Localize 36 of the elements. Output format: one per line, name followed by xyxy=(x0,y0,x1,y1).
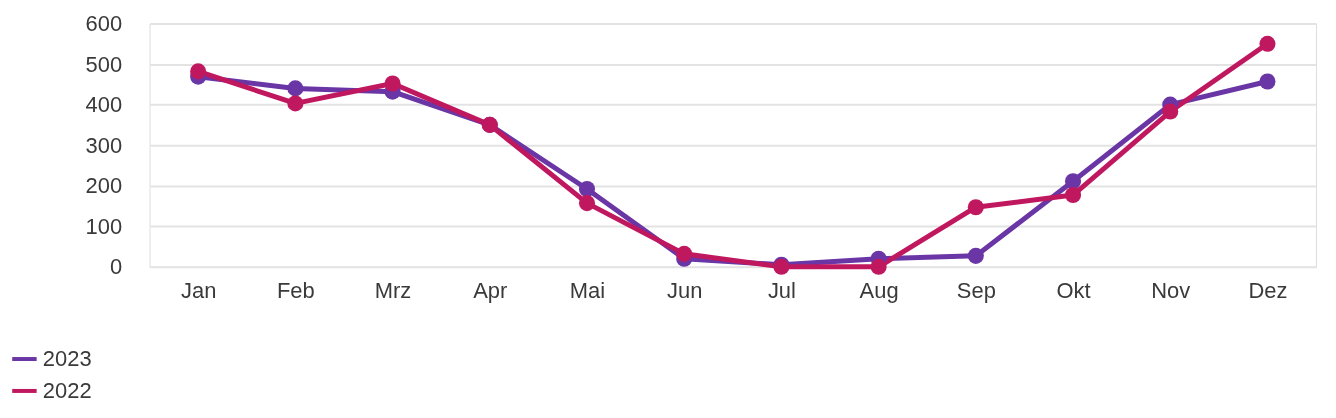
y-tick-label: 500 xyxy=(85,51,123,77)
x-tick-label: Jul xyxy=(767,278,796,304)
y-tick-label: 400 xyxy=(85,92,123,118)
y-tick-label: 300 xyxy=(85,132,123,158)
x-tick-label: Feb xyxy=(276,278,315,304)
point xyxy=(1065,187,1082,204)
y-tick-label: 0 xyxy=(109,254,123,280)
point xyxy=(190,63,207,80)
x-tick-label: Okt xyxy=(1056,278,1091,304)
x-tick-label: Mai xyxy=(569,278,606,304)
point xyxy=(676,245,693,262)
point xyxy=(1065,173,1082,190)
y-tick-label: 600 xyxy=(85,11,123,37)
x-tick-label: Aug xyxy=(859,278,899,304)
x-tick-label: Apr xyxy=(473,278,508,304)
point xyxy=(967,199,984,216)
legend-label: 2022 xyxy=(42,377,92,403)
x-tick-label: Dez xyxy=(1248,278,1288,304)
point xyxy=(870,258,887,275)
x-tick-label: Jun xyxy=(667,278,703,304)
point xyxy=(967,247,984,264)
y-tick-label: 100 xyxy=(85,213,123,239)
x-tick-label: Nov xyxy=(1151,278,1191,304)
point xyxy=(1259,35,1276,52)
point xyxy=(1259,73,1276,90)
point xyxy=(287,95,304,112)
x-tick-label: Sep xyxy=(956,278,996,304)
y-tick-label: 200 xyxy=(85,173,123,199)
point xyxy=(578,195,596,212)
x-tick-label: Jan xyxy=(180,278,217,304)
legend-label: 2023 xyxy=(42,346,92,372)
x-tick-label: Mrz xyxy=(374,278,412,304)
point xyxy=(1162,103,1179,120)
point xyxy=(287,80,304,97)
point xyxy=(578,180,596,197)
point xyxy=(384,75,401,92)
